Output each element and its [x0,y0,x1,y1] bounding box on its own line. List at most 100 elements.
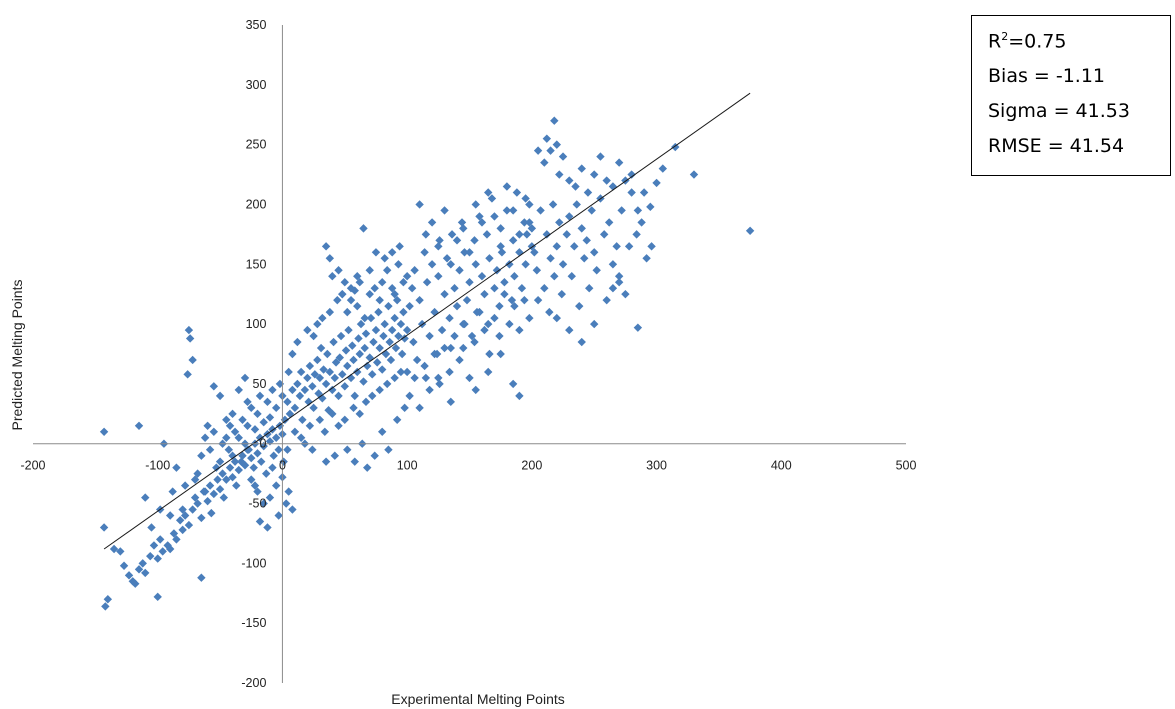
data-point [570,242,579,251]
data-point [387,248,397,257]
data-point [475,307,484,317]
data-point [368,370,377,379]
data-point [572,200,581,209]
data-point [399,278,408,287]
data-point [487,194,497,203]
data-point [502,206,512,215]
data-point [356,319,366,329]
data-point [348,341,357,350]
data-point [565,176,574,185]
y-tick-label: -200 [241,676,266,690]
data-point [222,475,231,484]
data-point [296,433,306,442]
data-point [434,242,443,251]
data-point [228,409,237,419]
data-point [409,337,418,347]
data-point [197,573,206,582]
data-point [360,343,369,353]
data-point [163,541,172,550]
data-point [492,266,502,275]
data-point [247,403,256,413]
data-point [361,397,371,407]
data-point [421,373,431,383]
data-point [370,284,379,293]
data-point [109,544,119,554]
data-point [612,242,621,251]
data-point [341,346,351,355]
data-point [515,248,524,257]
data-point [232,481,241,490]
data-point [315,373,325,383]
data-point [450,284,459,293]
data-point [452,301,462,311]
y-tick-label: 50 [253,377,267,391]
data-point [219,493,229,502]
data-point [321,242,331,251]
data-point [172,463,181,472]
data-point [384,445,393,454]
y-tick-label: 100 [246,317,267,331]
data-point [296,367,306,377]
data-point [590,248,599,257]
data-point [552,140,561,149]
data-point [446,397,455,407]
data-point [225,421,235,430]
data-point [353,272,362,281]
data-point [247,453,256,463]
data-point [410,266,419,275]
data-point [642,254,651,263]
data-point [330,373,340,383]
x-tick-label: 0 [279,459,286,473]
data-point [614,272,624,281]
data-point [265,413,275,422]
y-tick-label: -50 [248,497,266,511]
data-point [243,397,252,407]
r-squared-symbol: R [988,30,1002,53]
data-point [228,451,237,460]
data-point [308,445,317,454]
data-point [288,349,297,359]
data-point [558,152,568,161]
data-point [394,331,403,341]
data-point [515,325,524,335]
data-point [400,403,409,413]
data-point [505,260,514,269]
data-point [577,224,586,233]
data-point [490,212,499,221]
data-point [542,230,552,239]
data-point [485,254,494,263]
data-point [138,559,147,568]
data-point [153,554,162,563]
data-point [496,242,505,251]
data-point [378,365,387,374]
data-point [517,284,527,293]
data-point [218,469,227,478]
data-point [328,385,337,395]
r-squared-stat: R2=0.75 [988,30,1066,52]
data-point [365,289,374,299]
data-point [188,355,197,365]
data-point [608,182,618,191]
data-point [353,367,362,377]
data-point [608,260,618,269]
data-point [156,535,165,544]
data-point [510,301,519,311]
y-axis-title: Predicted Melting Points [9,280,25,431]
data-point [190,493,200,502]
data-point [445,367,454,377]
trendline [103,92,751,550]
data-points [99,116,755,611]
data-point [402,325,412,335]
data-point [188,505,197,514]
data-point [141,568,150,578]
data-point [371,248,381,257]
data-point [203,421,212,430]
data-point [434,272,443,281]
data-point [374,307,383,317]
data-point [293,337,302,347]
data-point [250,425,260,434]
data-point [496,224,505,233]
data-point [180,511,190,520]
data-point [440,289,449,299]
